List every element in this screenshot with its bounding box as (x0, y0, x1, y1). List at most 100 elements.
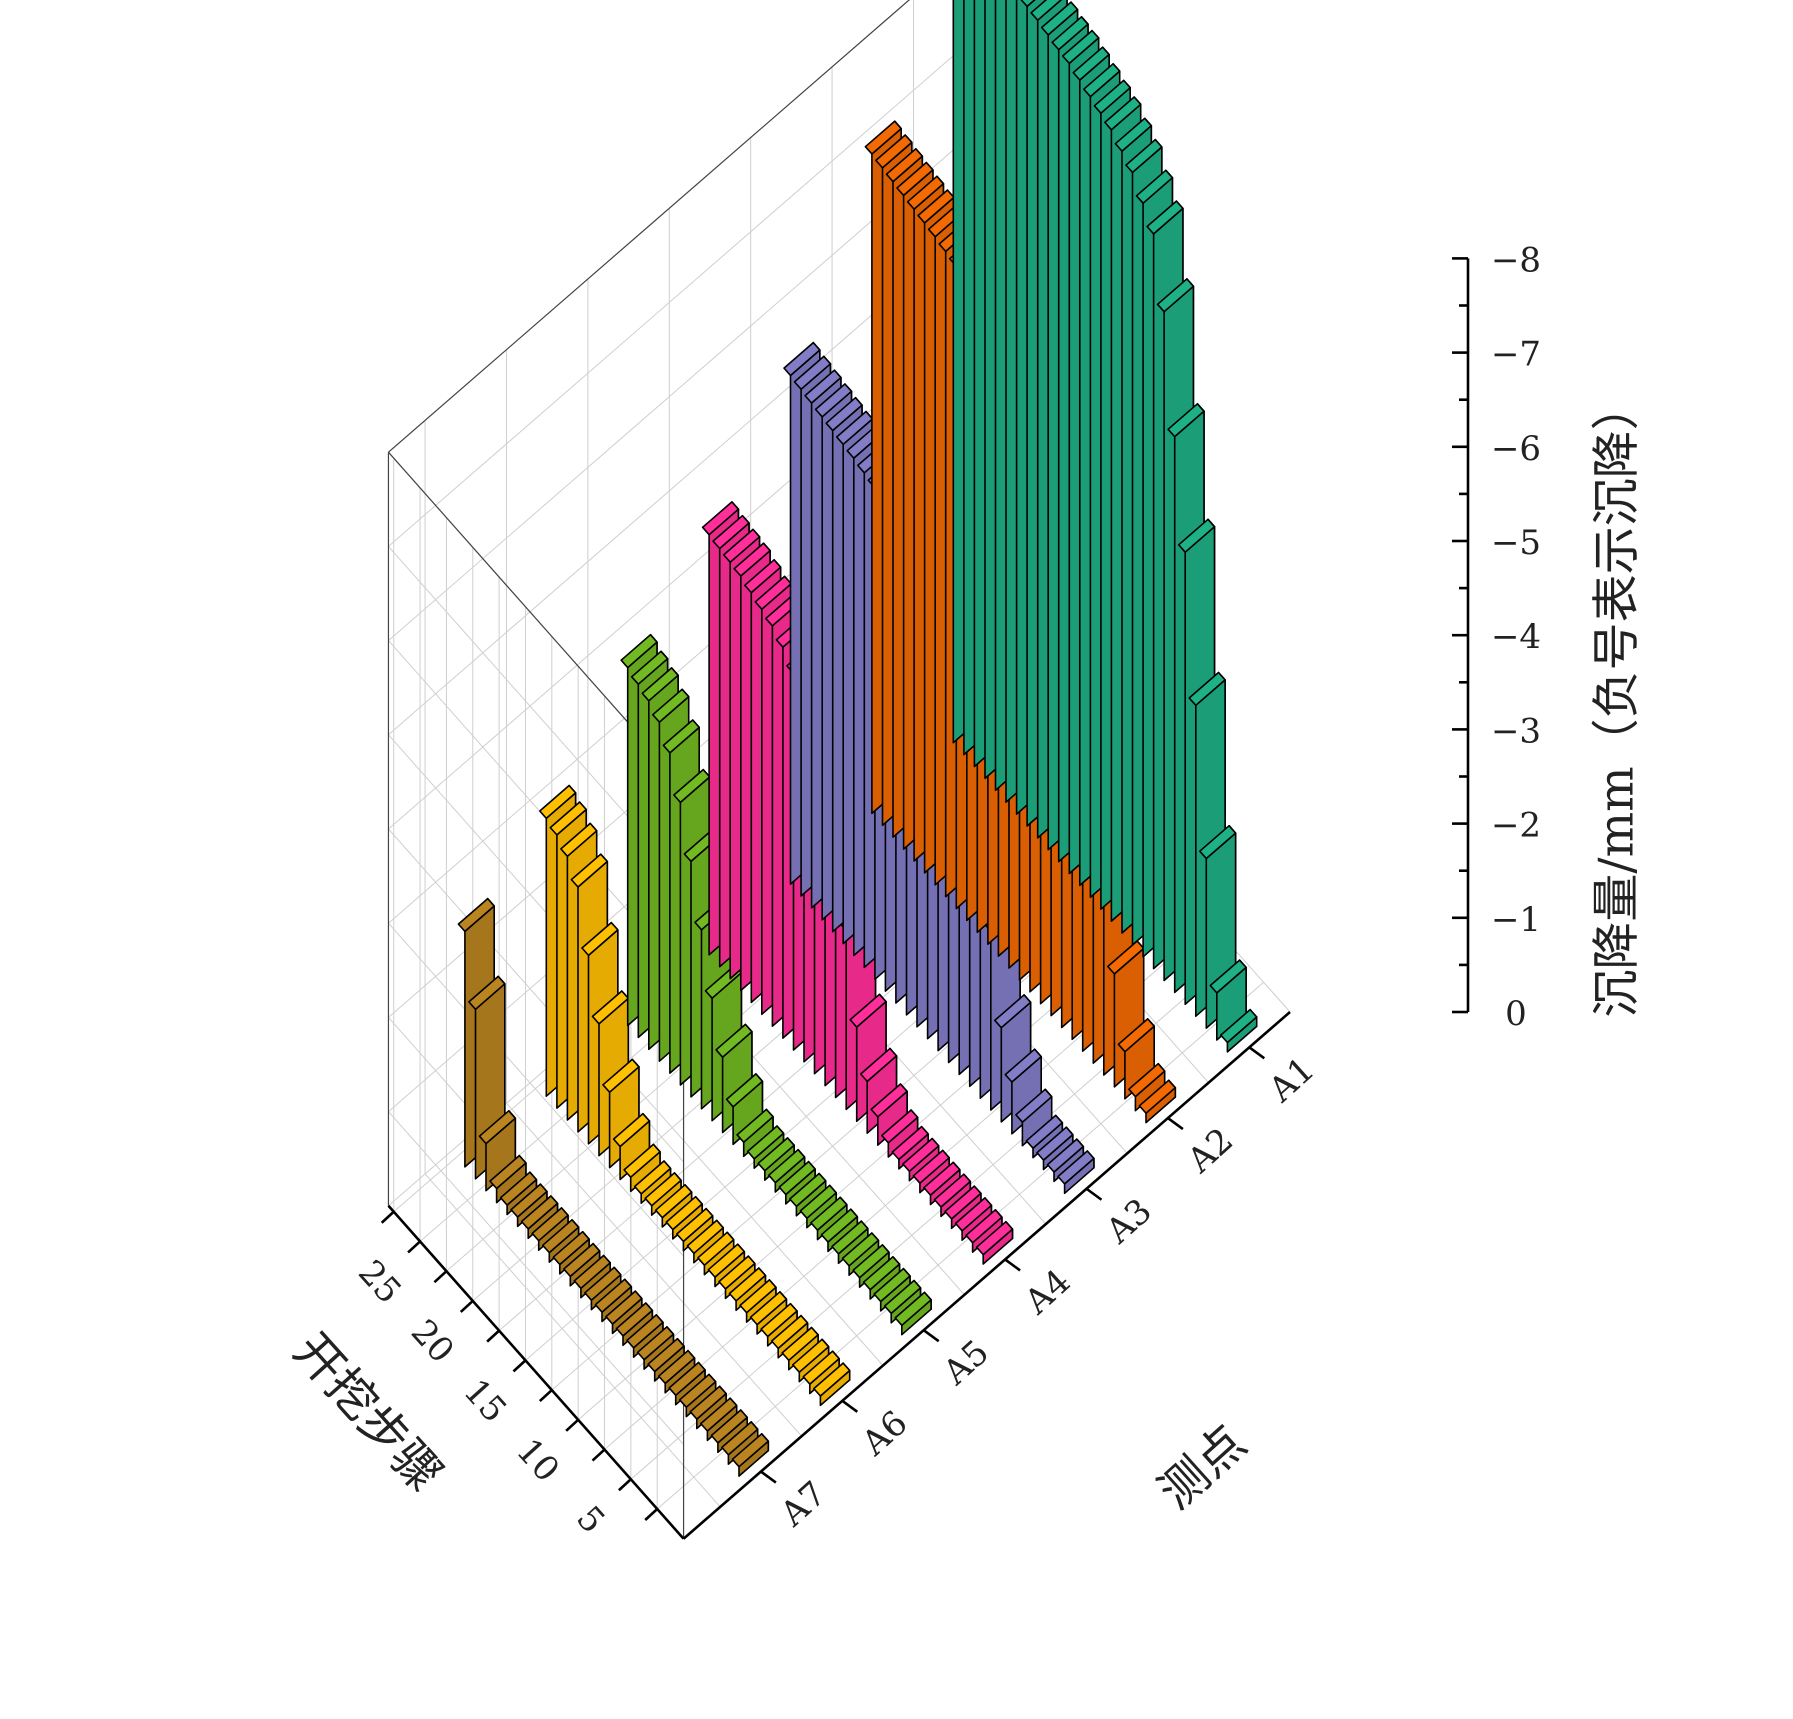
bar-face-top (799, 1184, 838, 1219)
bar-face-top (457, 897, 496, 933)
bar-face-top (1146, 200, 1184, 235)
bar-face-top (778, 1160, 816, 1196)
z-tick-label: −2 (1491, 806, 1541, 846)
bar-face-top (1072, 46, 1110, 81)
bar-face-top (560, 822, 598, 858)
bar-face-top (584, 1266, 622, 1301)
bar-face-top (849, 993, 887, 1028)
bar-face-top (707, 1243, 746, 1278)
x-tick-label: 20 (403, 1312, 462, 1371)
bar-A3-step-7 (993, 994, 1032, 1123)
bar-face-top (662, 719, 701, 754)
bar-face-top (673, 768, 711, 804)
bar-face-top (562, 1242, 601, 1278)
bar-face-top (699, 1397, 738, 1432)
bar-face-top (736, 1108, 774, 1143)
bar-A5-step-16 (736, 1108, 774, 1158)
y-tick (841, 1399, 859, 1413)
x-tick (486, 1329, 500, 1343)
bar-face-top (630, 650, 669, 686)
bar-face-top (802, 1350, 840, 1385)
bar-face-top (760, 1302, 798, 1338)
bar-face-top (1107, 940, 1145, 975)
grid-line (506, 1102, 802, 1437)
bar-face-top (1220, 1008, 1258, 1044)
bar-face-top (1083, 62, 1121, 98)
z-tick-label: −4 (1491, 617, 1541, 657)
x-tick (538, 1389, 553, 1403)
bar-A4-step-4 (944, 1185, 982, 1230)
y-axis-title: 测点 (1148, 1414, 1257, 1520)
bar-face-top (1156, 278, 1195, 313)
x-tick (591, 1448, 606, 1462)
axes-layer (380, 0, 1470, 1540)
bar-A4-step-10 (880, 1109, 919, 1158)
y-tick-label: A1 (1261, 1050, 1323, 1111)
x-tick (512, 1359, 527, 1373)
bar-face-top (478, 1110, 517, 1145)
bar-face-top (804, 369, 842, 404)
bar-face-top (944, 1185, 982, 1220)
bar-A3-step-5 (1015, 1088, 1053, 1147)
bar-face-top (954, 1197, 993, 1232)
bar-face-top (1061, 29, 1100, 65)
bar-face-top (615, 1302, 654, 1337)
bar-A5-step-1 (894, 1291, 932, 1336)
bar-face-top (573, 1254, 612, 1290)
bar-A7-step-24 (489, 1154, 527, 1204)
bar-A7-step-1 (731, 1433, 770, 1477)
bar-face-top (1177, 518, 1216, 554)
bar-face-top (993, 994, 1032, 1029)
bar-face-top (570, 853, 609, 888)
bar-face-top (651, 688, 690, 723)
bar-face-top (549, 801, 588, 836)
bar-face-top (814, 383, 853, 418)
bar-face-top (788, 1172, 827, 1208)
bar-face-top (552, 1230, 590, 1266)
bar-A2-step-1 (1138, 1079, 1177, 1124)
bar-face-top (1025, 1114, 1064, 1149)
bar-A4-step-1 (975, 1220, 1014, 1265)
bar-face-top (647, 1337, 685, 1373)
y-tick (1167, 1117, 1184, 1131)
y-tick (760, 1470, 777, 1484)
bar-face-top (581, 921, 619, 957)
bar-face-top (749, 1291, 788, 1326)
bar-face-top (923, 1161, 961, 1196)
bar-face-top (746, 1125, 785, 1160)
bar-face-top (520, 1195, 559, 1230)
bar-face-top (810, 1196, 848, 1231)
bar-face-top (701, 501, 740, 536)
y-tick (1248, 1046, 1266, 1060)
frame-edge (388, 0, 910, 453)
x-tick (407, 1240, 421, 1254)
bar-face-top (728, 1267, 767, 1302)
bar-face-top (1015, 1088, 1053, 1123)
bar-face-top (510, 1183, 548, 1218)
bar-face-top (1030, 0, 1063, 22)
x-tick (433, 1270, 448, 1284)
bar-face-top (1167, 402, 1205, 438)
z-tick-label: −1 (1491, 900, 1541, 940)
bar-face-top (1209, 959, 1247, 994)
bar-face-top (757, 1137, 795, 1172)
y-tick-label: A6 (854, 1403, 916, 1464)
bar-face-top (668, 1361, 706, 1397)
bar-face-top (538, 784, 577, 820)
bar-face-top (626, 1314, 664, 1349)
x-tick (565, 1418, 580, 1432)
bar-face-top (641, 667, 679, 702)
bar-face-top (862, 1256, 901, 1291)
bar-A1-step-1 (1220, 1008, 1258, 1053)
bar-face-top (686, 1219, 725, 1255)
bar-face-top (612, 1112, 651, 1148)
bar-face-top (1128, 1062, 1166, 1098)
grid-line (388, 19, 996, 547)
y-tick (922, 1329, 940, 1343)
bar-face-top (499, 1171, 538, 1206)
x-tick-label: 5 (568, 1499, 612, 1542)
bar-face-top (906, 175, 945, 210)
y-axis-line (682, 1011, 1291, 1540)
bar-face-top (1125, 138, 1163, 174)
